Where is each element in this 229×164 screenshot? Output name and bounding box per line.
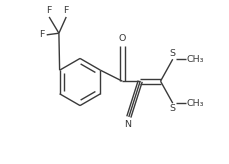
Text: N: N — [124, 120, 131, 129]
Text: S: S — [169, 104, 175, 113]
Text: CH₃: CH₃ — [186, 99, 203, 108]
Text: F: F — [63, 6, 69, 15]
Text: S: S — [169, 49, 175, 58]
Text: F: F — [39, 30, 44, 39]
Text: F: F — [46, 6, 52, 15]
Text: O: O — [118, 34, 125, 43]
Text: CH₃: CH₃ — [186, 55, 203, 64]
